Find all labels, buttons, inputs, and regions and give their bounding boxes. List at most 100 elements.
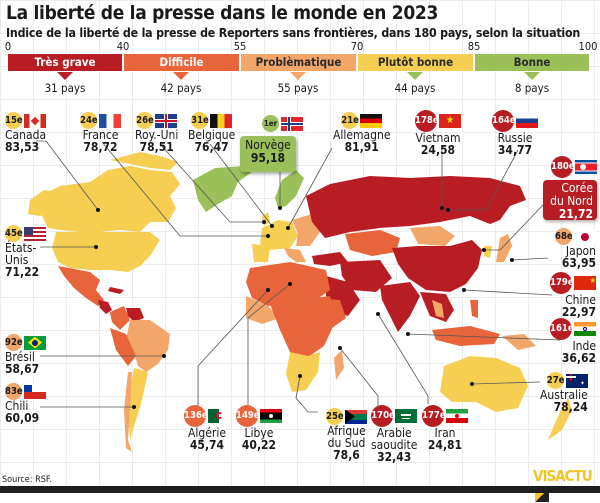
brazil-flag-icon (24, 335, 46, 350)
mongolia (410, 226, 455, 246)
scale-bar-tres-grave: Très grave (8, 54, 122, 71)
arrow-down-icon (290, 72, 306, 80)
iberia (252, 244, 270, 262)
rank-badge: 27e (546, 372, 564, 389)
russia (306, 176, 526, 238)
arrow-down-icon (173, 72, 189, 80)
label-chile: 83e Chili 60,09 (5, 383, 46, 424)
arrow-down-icon (407, 72, 423, 80)
label-brazil: 92e Brésil 58,67 (5, 334, 46, 375)
rank-badge: 68e (555, 228, 573, 245)
rank-badge: 161e (550, 318, 574, 340)
germany-flag-icon (360, 113, 383, 128)
south-africa-flag-icon (345, 409, 367, 424)
argentina (128, 368, 148, 440)
norway-flag-icon (281, 116, 303, 131)
new-zealand (548, 398, 572, 440)
greenland (193, 166, 252, 212)
rank-badge: 177e (422, 405, 446, 427)
label-germany: 21e Allemagne 81,91 (333, 112, 391, 153)
rank-badge: 25e (326, 408, 344, 425)
page-subtitle: Indice de la liberté de la presse de Rep… (6, 26, 581, 40)
west-africa (246, 296, 280, 324)
label-russia: 164e Russie 34,77 (492, 110, 538, 156)
visactu-logo: VISACTU (533, 467, 600, 503)
rank-badge: 179e (550, 272, 574, 294)
label-usa: 45e États- Unis 71,22 (5, 225, 46, 278)
rank-badge: 26e (136, 112, 154, 129)
scandinavia (275, 170, 304, 208)
rank-badge: 24e (80, 112, 98, 129)
papua (502, 334, 536, 350)
rank-badge: 149e (236, 405, 260, 427)
turkey-caucasus (312, 252, 348, 266)
chile-flag-icon (24, 384, 46, 399)
alaska (28, 190, 56, 216)
rank-badge: 170e (371, 405, 395, 427)
vietnam-flag-icon: ★ (439, 114, 461, 128)
arrow-down-icon (524, 72, 540, 80)
peru-bolivia (110, 328, 136, 366)
label-algeria: 136e Algérie 45,74 (184, 405, 230, 451)
australia-flag-icon: ✦ (565, 373, 588, 388)
label-norway: Norvège 95,18 (240, 136, 296, 172)
count-difficile: 42 pays (160, 81, 202, 95)
scale-bar-difficile: Difficile (124, 54, 239, 71)
iran-region (340, 260, 392, 292)
philippines (470, 300, 478, 318)
label-india: 161e Inde 36,62 (550, 318, 596, 364)
rank-badge: 180e (551, 156, 575, 178)
count-problematique: 55 pays (277, 81, 319, 95)
east-africa (316, 298, 346, 328)
world-map (28, 140, 572, 452)
rank-badge: 15e (5, 112, 23, 129)
russia-flag-icon (516, 114, 538, 128)
scale-tick-55: 55 (233, 40, 247, 53)
label-china: 179e ★ Chine 22,97 (550, 272, 596, 318)
southern-africa (286, 352, 320, 392)
canada-flag-icon (24, 113, 46, 128)
central-africa (270, 296, 336, 360)
china-flag-icon: ★ (574, 276, 596, 290)
source-note: Source: RSF. (2, 475, 52, 485)
label-france: 24e France 78,72 (80, 112, 121, 153)
mexico (58, 266, 104, 306)
label-south-africa: 25e Afrique du Sud 78,6 (326, 408, 367, 461)
libya-flag-icon (260, 409, 282, 423)
rank-badge: 136e (184, 405, 208, 427)
scale-tick-100: 100 (578, 40, 598, 53)
label-canada: 15e Canada 83,53 (5, 112, 46, 153)
usa-flag-icon (24, 226, 46, 241)
rank-badge: 83e (5, 383, 23, 400)
japan (496, 234, 512, 262)
india (380, 282, 420, 332)
rank-badge: 21e (341, 112, 359, 129)
count-bonne: 8 pays (514, 81, 550, 95)
rank-badge: 45e (5, 225, 23, 242)
france-flag-icon (99, 113, 121, 128)
japan-flag-icon (574, 229, 596, 244)
iran-flag-icon (446, 409, 468, 423)
madagascar (334, 350, 344, 380)
central-america (98, 300, 112, 314)
scale-tick-0: 0 (4, 40, 12, 53)
rank-badge: 31e (191, 112, 209, 129)
chile (124, 372, 132, 452)
canada (40, 166, 180, 232)
label-north-korea: Corée du Nord 21,72 (543, 180, 597, 221)
rank-badge: 164e (492, 110, 516, 132)
cuba (108, 287, 124, 294)
label-iran: 177e Iran 24,81 (422, 405, 468, 451)
label-vietnam: 178e ★ Vietnam 24,58 (415, 110, 461, 156)
italy-balkans (284, 248, 306, 262)
label-belgium: 31e Belgique 76,47 (188, 112, 235, 153)
label-uk: 26e Roy.-Uni 78,51 (135, 112, 178, 153)
canada-islands (110, 152, 178, 170)
belgium-flag-icon (210, 113, 233, 128)
label-japan: 68e Japon 63,95 (555, 228, 596, 269)
rank-badge: 92e (5, 334, 23, 351)
china (392, 240, 482, 292)
scale-tick-85: 85 (467, 40, 481, 53)
north-korea-rank-row: 180e (551, 156, 597, 178)
thailand (432, 300, 444, 318)
